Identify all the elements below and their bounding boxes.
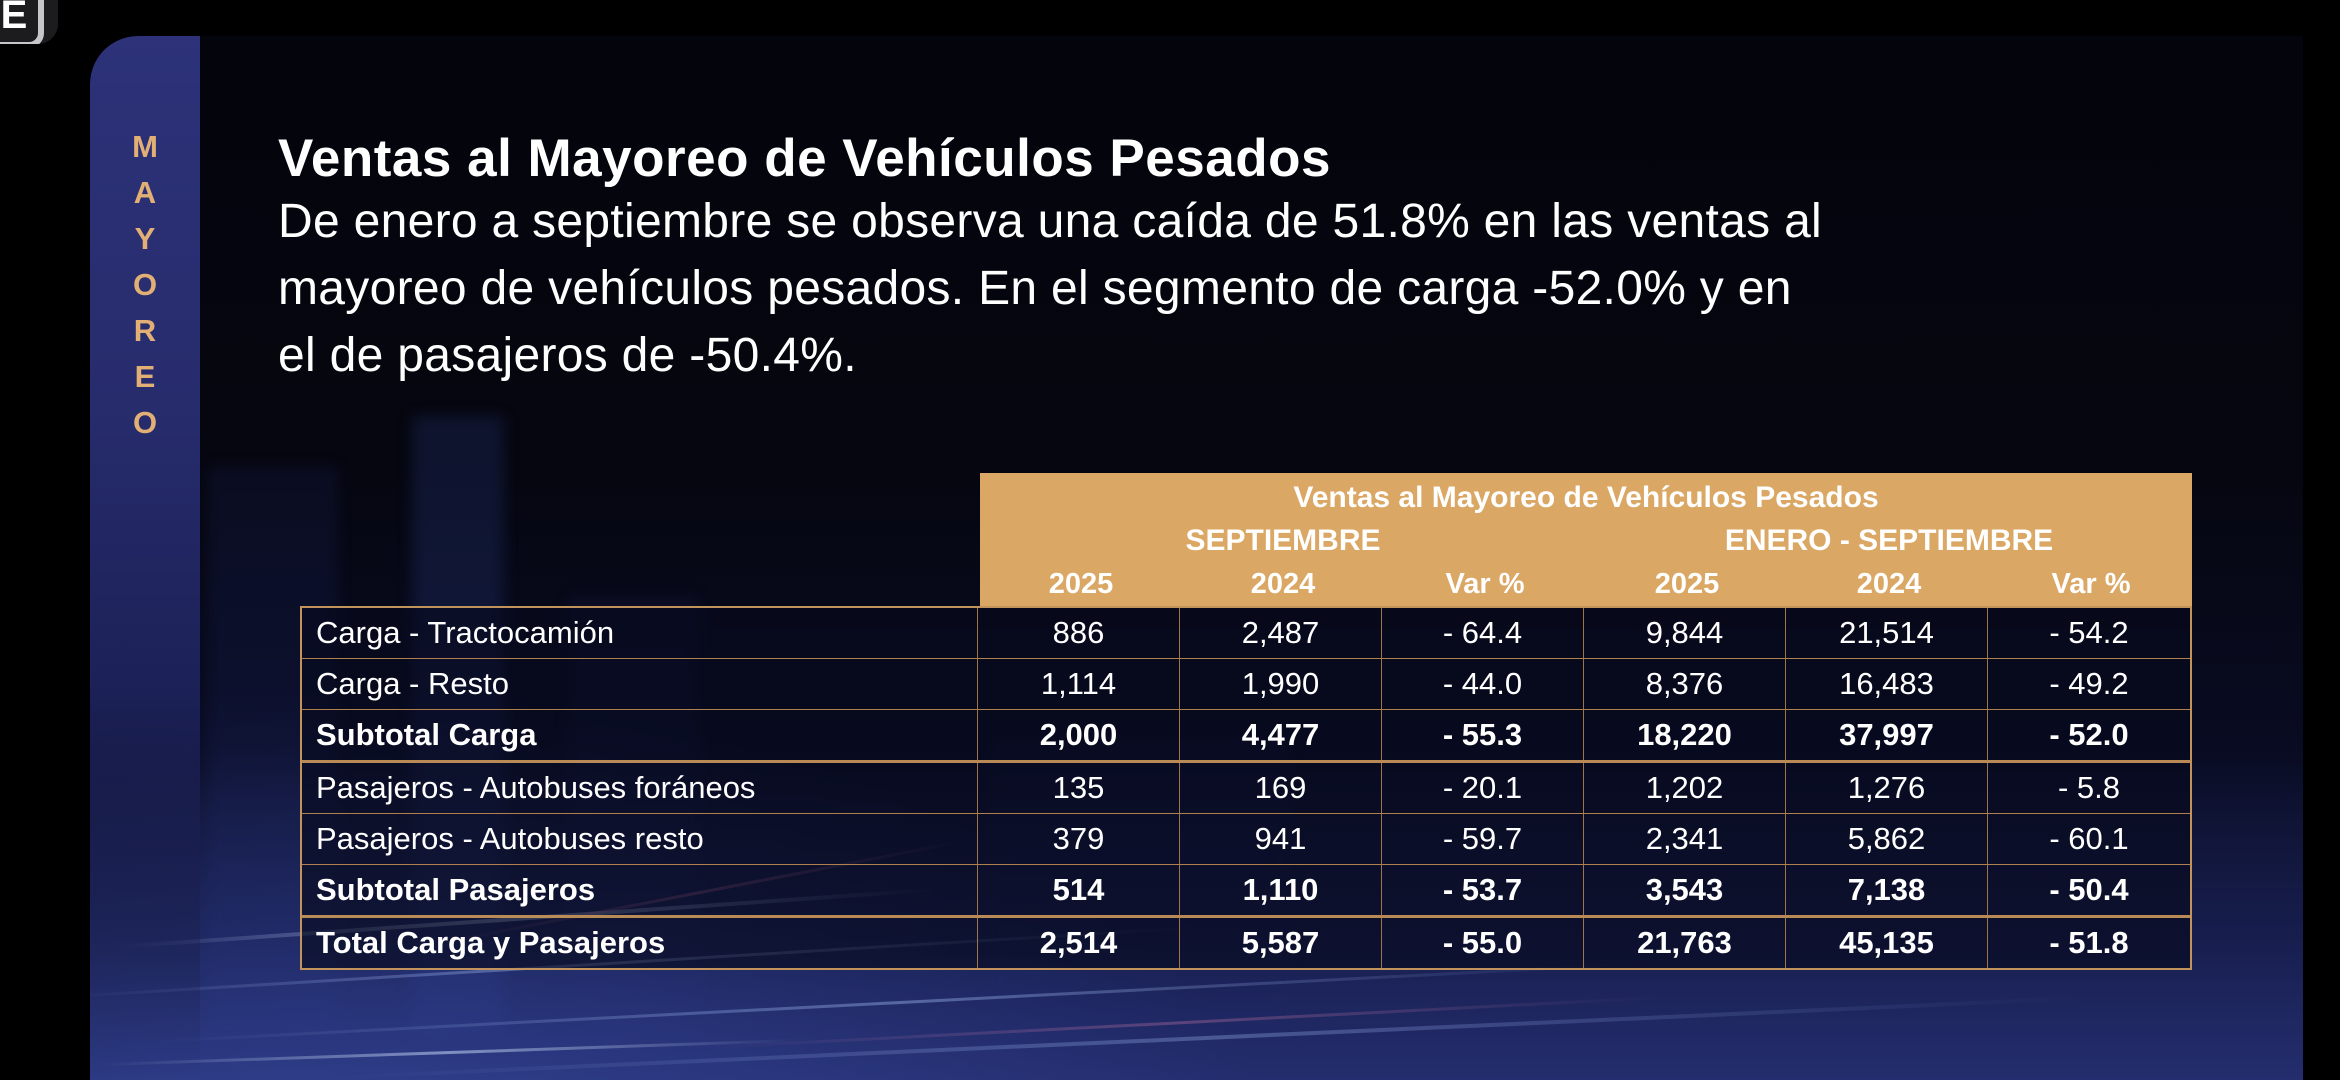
- column-header: 2024: [1250, 567, 1316, 600]
- cell: 941: [1180, 814, 1382, 864]
- table-row: Carga - Resto 1,114 1,990 - 44.0 8,376 1…: [302, 659, 2190, 710]
- cell: 1,990: [1180, 659, 1382, 709]
- cell: - 51.8: [2049, 925, 2129, 960]
- column-group-enero-septiembre: ENERO - SEPTIEMBRE: [1724, 523, 2054, 557]
- cell: - 49.2: [2049, 666, 2129, 701]
- page-title: Ventas al Mayoreo de Vehículos Pesados: [278, 128, 1331, 188]
- cell: - 54.2: [2049, 615, 2129, 650]
- keycap-letter: E: [0, 0, 28, 37]
- cell: 21,514: [1786, 608, 1988, 658]
- sidebar-mayoreo-tab: M A Y O R E O: [90, 36, 200, 1080]
- slide: M A Y O R E O Ventas al Mayoreo de Vehíc…: [90, 36, 2303, 1080]
- summary-line: De enero a septiembre se observa una caí…: [278, 195, 1823, 248]
- cell: 2,487: [1180, 608, 1382, 658]
- cell: 1,114: [978, 659, 1180, 709]
- cell: - 60.1: [2049, 821, 2129, 856]
- cell: - 50.4: [2049, 872, 2129, 907]
- cell: - 52.0: [2049, 717, 2129, 752]
- cell: 18,220: [1584, 710, 1786, 760]
- cell: 45,135: [1786, 918, 1988, 968]
- sidebar-vertical-label: M A Y O R E O: [90, 124, 200, 446]
- cell: 135: [978, 763, 1180, 813]
- column-header: Var %: [1445, 567, 1525, 600]
- table-row-subtotal-carga: Subtotal Carga 2,000 4,477 - 55.3 18,220…: [302, 710, 2190, 763]
- table-row-subtotal-pasajeros: Subtotal Pasajeros 514 1,110 - 53.7 3,54…: [302, 865, 2190, 918]
- cell: 1,110: [1180, 865, 1382, 915]
- table-body: Carga - Tractocamión 886 2,487 - 64.4 9,…: [300, 606, 2192, 970]
- cell: - 44.0: [1382, 659, 1584, 709]
- summary-line: el de pasajeros de -50.4%.: [278, 329, 857, 382]
- cell: 169: [1180, 763, 1382, 813]
- cell: - 59.7: [1382, 814, 1584, 864]
- table-row-total: Total Carga y Pasajeros 2,514 5,587 - 55…: [302, 918, 2190, 968]
- cell: 3,543: [1584, 865, 1786, 915]
- cell: 886: [978, 608, 1180, 658]
- table-column-headers: 2025 2024 Var % 2025 2024 Var %: [980, 562, 2192, 606]
- summary-line: mayoreo de vehículos pesados. En el segm…: [278, 262, 1792, 315]
- table-column-groups: SEPTIEMBRE ENERO - SEPTIEMBRE: [980, 519, 2192, 563]
- cell: - 53.7: [1382, 865, 1584, 915]
- column-header: Var %: [2051, 567, 2131, 600]
- sidebar-letter: M: [132, 129, 158, 164]
- sidebar-letter: O: [132, 405, 158, 440]
- sidebar-letter: E: [134, 359, 156, 394]
- column-header: 2025: [1654, 567, 1720, 600]
- table-title: Ventas al Mayoreo de Vehículos Pesados: [1293, 480, 1879, 514]
- cell: 5,862: [1786, 814, 1988, 864]
- cell: 1,202: [1584, 763, 1786, 813]
- cell: 4,477: [1180, 710, 1382, 760]
- row-label: Carga - Tractocamión: [302, 608, 978, 658]
- sidebar-letter: A: [133, 175, 157, 210]
- column-header: 2025: [1048, 567, 1114, 600]
- cell: 9,844: [1584, 608, 1786, 658]
- column-group-septiembre: SEPTIEMBRE: [1185, 523, 1381, 557]
- cell: 7,138: [1786, 865, 1988, 915]
- cell: 5,587: [1180, 918, 1382, 968]
- row-label: Subtotal Pasajeros: [302, 865, 978, 915]
- cell: - 55.3: [1382, 710, 1584, 760]
- cell: 21,763: [1584, 918, 1786, 968]
- cell: 2,000: [978, 710, 1180, 760]
- cell: 2,341: [1584, 814, 1786, 864]
- table-row: Pasajeros - Autobuses foráneos 135 169 -…: [302, 763, 2190, 814]
- row-label: Carga - Resto: [302, 659, 978, 709]
- cell: 2,514: [978, 918, 1180, 968]
- cell: - 5.8: [2057, 770, 2121, 805]
- bottom-glow-radial: [90, 640, 1390, 1080]
- cell: - 20.1: [1382, 763, 1584, 813]
- cell: - 64.4: [1382, 608, 1584, 658]
- keycap-frame: E: [0, 0, 44, 44]
- table-row: Carga - Tractocamión 886 2,487 - 64.4 9,…: [302, 608, 2190, 659]
- cell: 37,997: [1786, 710, 1988, 760]
- column-header: 2024: [1856, 567, 1922, 600]
- sidebar-letter: Y: [134, 221, 156, 256]
- row-label: Total Carga y Pasajeros: [302, 918, 978, 968]
- summary-paragraph: De enero a septiembre se observa una caí…: [278, 188, 1822, 389]
- cell: 514: [978, 865, 1180, 915]
- row-label: Pasajeros - Autobuses resto: [302, 814, 978, 864]
- cell: - 55.0: [1382, 918, 1584, 968]
- cell: 16,483: [1786, 659, 1988, 709]
- sidebar-letter: R: [133, 313, 157, 348]
- sidebar-letter: O: [132, 267, 158, 302]
- table-row: Pasajeros - Autobuses resto 379 941 - 59…: [302, 814, 2190, 865]
- keycap-e-icon: E: [0, 0, 58, 44]
- row-label: Subtotal Carga: [302, 710, 978, 760]
- cell: 379: [978, 814, 1180, 864]
- row-label: Pasajeros - Autobuses foráneos: [302, 763, 978, 813]
- cell: 1,276: [1786, 763, 1988, 813]
- cell: 8,376: [1584, 659, 1786, 709]
- table-header: Ventas al Mayoreo de Vehículos Pesados S…: [980, 473, 2192, 606]
